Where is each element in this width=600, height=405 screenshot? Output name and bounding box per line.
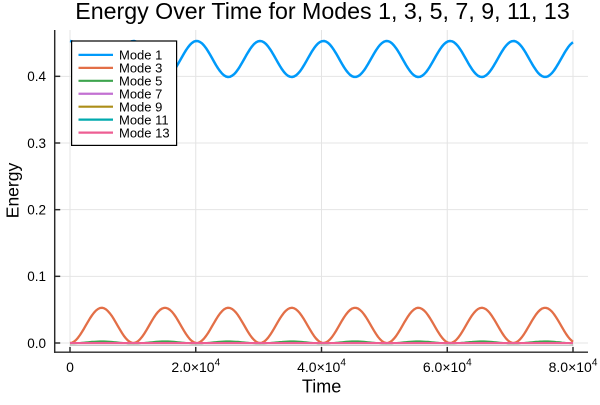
- svg-text:8.0×104: 8.0×104: [549, 358, 598, 376]
- svg-text:Mode 3: Mode 3: [119, 61, 162, 76]
- svg-text:Mode 7: Mode 7: [119, 86, 162, 101]
- svg-text:Energy: Energy: [3, 163, 23, 219]
- svg-text:0.1: 0.1: [27, 269, 46, 284]
- svg-text:Mode 11: Mode 11: [119, 112, 169, 127]
- svg-text:Energy Over Time for Modes 1,: Energy Over Time for Modes 1, 3, 5, 7, 9…: [75, 0, 569, 24]
- svg-text:Mode 9: Mode 9: [119, 99, 162, 114]
- svg-text:0.2: 0.2: [27, 203, 46, 218]
- svg-text:0: 0: [66, 359, 74, 375]
- svg-text:4.0×104: 4.0×104: [297, 358, 346, 376]
- svg-text:6.0×104: 6.0×104: [423, 358, 472, 376]
- svg-text:2.0×104: 2.0×104: [171, 358, 220, 376]
- svg-text:Mode 13: Mode 13: [119, 125, 170, 140]
- svg-text:Time: Time: [302, 377, 341, 397]
- svg-text:Mode 1: Mode 1: [119, 48, 162, 63]
- svg-text:Mode 5: Mode 5: [119, 74, 162, 89]
- svg-text:0.3: 0.3: [27, 136, 46, 151]
- svg-text:0.4: 0.4: [27, 69, 46, 84]
- svg-text:0.0: 0.0: [27, 336, 46, 351]
